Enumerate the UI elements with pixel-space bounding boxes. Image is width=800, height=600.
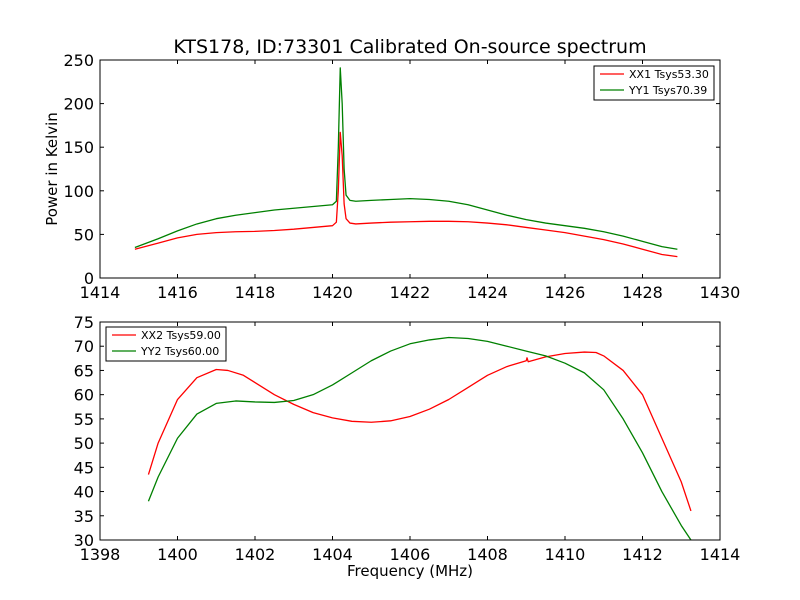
bottom-legend-box bbox=[105, 326, 227, 362]
bottom-x-tick-label: 1406 bbox=[390, 545, 431, 564]
bottom-y-tick-label: 40 bbox=[74, 483, 94, 502]
bottom-y-tick-label: 45 bbox=[74, 458, 94, 477]
top-x-tick-label: 1430 bbox=[700, 283, 741, 302]
top-legend: XX1 Tsys53.30 YY1 Tsys70.39 bbox=[593, 65, 715, 101]
top-x-tick-label: 1416 bbox=[157, 283, 198, 302]
top-legend-label-xx1: XX1 Tsys53.30 bbox=[629, 68, 709, 81]
bottom-y-tick-label: 60 bbox=[74, 386, 94, 405]
bottom-x-tick-label: 1414 bbox=[700, 545, 741, 564]
bottom-x-tick-label: 1400 bbox=[157, 545, 198, 564]
top-x-tick-label: 1420 bbox=[312, 283, 353, 302]
top-y-tick-label: 100 bbox=[63, 182, 94, 201]
bottom-x-axis-label: Frequency (MHz) bbox=[347, 562, 473, 580]
bottom-legend: XX2 Tsys59.00 YY2 Tsys60.00 bbox=[105, 326, 227, 362]
bottom-y-tick-label: 35 bbox=[74, 507, 94, 526]
bottom-x-tick-label: 1412 bbox=[622, 545, 663, 564]
top-ticks-layer: 1414 1416 1418 1420 1422 1424 1426 1428 1430 0 50 1… bbox=[63, 51, 740, 302]
top-x-tick-label: 1426 bbox=[545, 283, 586, 302]
top-y-tick-label: 150 bbox=[63, 138, 94, 157]
bottom-x-tick-label: 1408 bbox=[467, 545, 508, 564]
top-x-tick-label: 1424 bbox=[467, 283, 508, 302]
bottom-y-tick-label: 75 bbox=[74, 313, 94, 332]
bottom-x-tick-label: 1404 bbox=[312, 545, 353, 564]
bottom-series-line-1 bbox=[147, 336, 692, 540]
bottom-series-line-0 bbox=[147, 351, 692, 512]
bottom-series-layer bbox=[147, 336, 692, 540]
bottom-y-tick-label: 55 bbox=[74, 410, 94, 429]
top-series-line-0 bbox=[134, 131, 678, 258]
top-x-tick-label: 1418 bbox=[235, 283, 276, 302]
bottom-y-tick-label: 65 bbox=[74, 361, 94, 380]
top-y-tick-label: 200 bbox=[63, 95, 94, 114]
top-series-layer bbox=[134, 67, 678, 258]
bottom-y-tick-label: 70 bbox=[74, 337, 94, 356]
top-y-tick-label: 0 bbox=[84, 269, 94, 288]
bottom-x-tick-label: 1410 bbox=[545, 545, 586, 564]
top-x-tick-label: 1414 bbox=[80, 283, 121, 302]
top-y-tick-label: 250 bbox=[63, 51, 94, 70]
top-y-axis-label: Power in Kelvin bbox=[43, 112, 61, 226]
bottom-ticks-layer: 1398 1400 1402 1404 1406 1408 1410 1412 1414 30 35… bbox=[74, 313, 741, 564]
top-series-line-1 bbox=[134, 67, 678, 250]
top-x-tick-label: 1428 bbox=[622, 283, 663, 302]
bottom-x-tick-label: 1402 bbox=[235, 545, 276, 564]
chart-title: KTS178, ID:73301 Calibrated On-source sp… bbox=[173, 36, 646, 58]
bottom-legend-label-yy2: YY2 Tsys60.00 bbox=[140, 345, 219, 358]
top-legend-label-yy1: YY1 Tsys70.39 bbox=[628, 84, 707, 97]
bottom-x-tick-label: 1398 bbox=[80, 545, 121, 564]
bottom-y-tick-label: 30 bbox=[74, 531, 94, 550]
top-plot: 1414 1416 1418 1420 1422 1424 1426 1428 1430 0 50 1… bbox=[43, 51, 740, 302]
bottom-y-tick-label: 50 bbox=[74, 434, 94, 453]
top-y-tick-label: 50 bbox=[74, 225, 94, 244]
top-x-tick-label: 1422 bbox=[390, 283, 431, 302]
top-legend-box bbox=[593, 65, 715, 101]
bottom-legend-label-xx2: XX2 Tsys59.00 bbox=[141, 329, 221, 342]
bottom-plot: 1398 1400 1402 1404 1406 1408 1410 1412 1414 30 35… bbox=[74, 313, 741, 580]
